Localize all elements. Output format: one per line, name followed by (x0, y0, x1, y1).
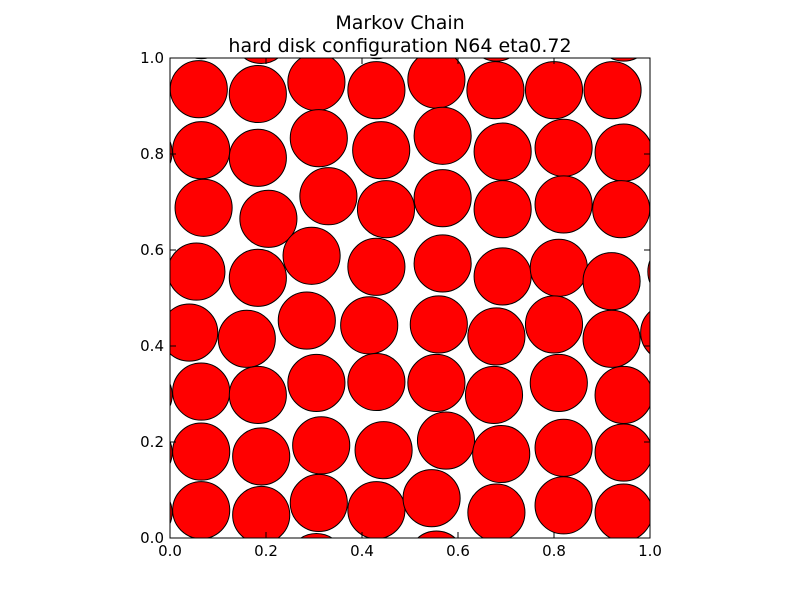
disk (416, 411, 476, 470)
disk-periodic-image (170, 140, 173, 165)
disk (228, 128, 287, 187)
disk-periodic-image (170, 382, 173, 408)
chart-title: Markov Chain (335, 12, 465, 34)
disk (594, 365, 650, 425)
disk-periodic-image (416, 530, 456, 538)
disk-layer (170, 58, 650, 538)
x-tick-label: 0.6 (446, 542, 470, 560)
disk (592, 180, 650, 239)
disk (594, 483, 650, 538)
disk (228, 365, 287, 425)
disk (407, 58, 466, 109)
y-tick-label: 0.6 (140, 241, 164, 259)
disk (347, 61, 406, 120)
disk (287, 353, 346, 413)
disk (340, 296, 399, 355)
y-tick-label: 1.0 (140, 49, 164, 67)
disk (413, 106, 472, 165)
disk (289, 109, 348, 168)
disk (172, 481, 231, 538)
disk (232, 427, 291, 486)
disk (292, 416, 351, 475)
disk (583, 61, 642, 120)
disk (354, 421, 413, 480)
disk-periodic-image (609, 58, 638, 62)
x-tick-label: 1.0 (638, 542, 662, 560)
disk (534, 175, 593, 234)
disk (524, 295, 584, 354)
disk (407, 353, 466, 413)
disk (409, 295, 468, 354)
disk-periodic-image (243, 58, 279, 65)
disk (413, 234, 472, 293)
disk-periodic-image (482, 58, 511, 62)
disk (277, 291, 336, 350)
disk (232, 485, 291, 538)
y-tick-label: 0.0 (140, 529, 164, 547)
disk-periodic-image (170, 500, 173, 525)
disk (473, 122, 532, 181)
disk (413, 169, 472, 228)
disk (529, 353, 588, 413)
disk-periodic-image (647, 259, 650, 284)
disk (467, 483, 526, 538)
disk (524, 61, 584, 120)
disk (239, 189, 298, 248)
y-tick-label: 0.2 (140, 433, 164, 451)
chart-subtitle: hard disk configuration N64 eta0.72 (228, 35, 572, 57)
disk (582, 252, 641, 311)
disk (228, 64, 287, 124)
disk (472, 424, 531, 484)
y-tick-label: 0.4 (140, 337, 164, 355)
disk (352, 121, 411, 180)
disk (172, 362, 231, 421)
disk (170, 242, 226, 301)
x-tick-label: 0.2 (254, 542, 278, 560)
disk (466, 61, 525, 120)
disk (534, 476, 593, 535)
disk (282, 226, 341, 285)
disk (594, 423, 650, 482)
disk (467, 307, 526, 366)
disk (594, 123, 650, 182)
disk (534, 418, 593, 477)
disk (287, 58, 346, 112)
disk (347, 237, 406, 296)
disk (529, 238, 588, 297)
y-tick-label: 0.8 (140, 145, 164, 163)
disk (170, 60, 228, 119)
x-tick-label: 0.0 (158, 542, 182, 560)
disk (582, 309, 641, 368)
tick-layer: 0.0 0.2 0.4 0.6 0.8 1.0 0.0 0.2 0.4 0.6 0.8 1.0 (140, 49, 662, 560)
disk (347, 481, 406, 538)
disk-periodic-image (640, 310, 650, 355)
disk (473, 247, 532, 306)
disk (172, 422, 231, 481)
disk (174, 178, 233, 237)
disk (228, 248, 287, 307)
axes-frame (169, 57, 651, 539)
x-tick-label: 0.8 (542, 542, 566, 560)
disk (217, 309, 276, 368)
disk (464, 365, 524, 425)
disk (356, 180, 416, 239)
disk-periodic-image (170, 440, 173, 465)
disk (534, 118, 593, 177)
disk (170, 303, 219, 362)
disk (347, 352, 406, 412)
disk-periodic-image (300, 532, 333, 538)
disk (299, 167, 358, 226)
x-tick-label: 0.4 (350, 542, 374, 560)
disk (473, 180, 532, 239)
disk (289, 473, 348, 533)
disk (402, 469, 461, 528)
disk (172, 121, 231, 180)
